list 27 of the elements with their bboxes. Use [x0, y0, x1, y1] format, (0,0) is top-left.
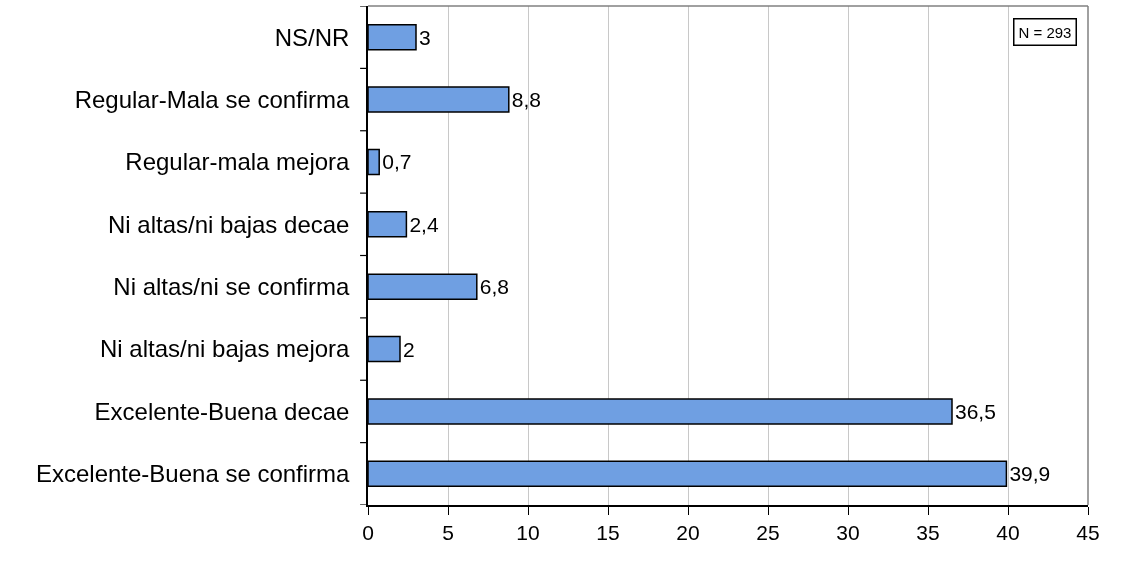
data-label: 8,8 [511, 88, 541, 112]
x-tick-label: 25 [756, 520, 780, 544]
x-tick-label: 40 [996, 520, 1020, 544]
x-tick-label: 5 [442, 520, 454, 544]
x-tick-label: 20 [676, 520, 700, 544]
y-tick-label: Regular-Mala se confirma [74, 85, 351, 113]
data-label: 39,9 [1009, 462, 1051, 486]
data-label: 2,4 [409, 212, 439, 236]
data-label: 36,5 [955, 399, 996, 423]
x-tick-label: 30 [836, 520, 860, 544]
data-label: 6,8 [479, 275, 509, 299]
x-tick-label: 45 [1076, 520, 1100, 544]
y-tick-label: Ni altas/ni se confirma [113, 273, 351, 301]
x-tick-label: 35 [916, 520, 940, 544]
x-tick-label: 0 [362, 520, 374, 544]
y-tick-label: Ni altas/ni bajas mejora [100, 335, 351, 363]
annotation: N = 293 [1018, 23, 1072, 41]
y-tick-label: Ni altas/ni bajas decae [107, 210, 350, 238]
x-tick-label: 10 [516, 520, 540, 544]
data-label: 0,7 [382, 150, 412, 174]
data-label: 2 [403, 337, 415, 361]
y-tick-label: NS/NR [274, 23, 350, 51]
y-tick-label: Excelente-Buena se confirma [35, 460, 351, 488]
data-label: 3 [419, 25, 431, 49]
y-tick-label: Excelente-Buena decae [94, 397, 350, 425]
x-tick-label: 15 [596, 520, 620, 544]
y-tick-label: Regular-mala mejora [125, 148, 351, 176]
